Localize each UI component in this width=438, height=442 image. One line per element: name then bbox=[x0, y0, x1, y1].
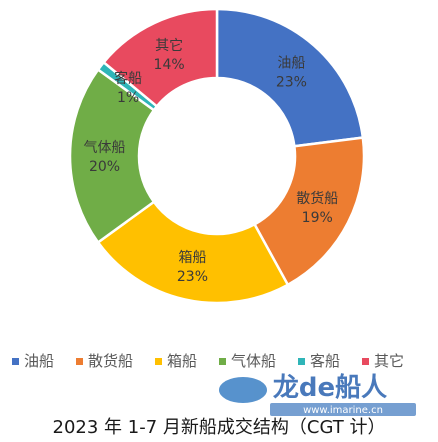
watermark-logo: 龙de船人 www.imarine.cn bbox=[219, 372, 416, 416]
watermark-url-band bbox=[270, 403, 416, 416]
legend-marker-0 bbox=[12, 358, 19, 365]
legend-marker-1 bbox=[76, 358, 83, 365]
slice-5 bbox=[101, 7, 219, 109]
watermark-boat-icon bbox=[219, 377, 267, 403]
slice-label-2: 箱船 bbox=[178, 250, 206, 266]
watermark-url: www.imarine.cn bbox=[303, 405, 383, 416]
slices-group bbox=[68, 7, 366, 305]
slice-label-1: 散货船 bbox=[296, 190, 338, 207]
slice-0 bbox=[215, 7, 365, 148]
slice-1 bbox=[252, 136, 366, 287]
legend-label-5: 其它 bbox=[374, 352, 404, 370]
slice-label-3: 气体船 bbox=[84, 140, 126, 156]
slice-value-1: 19% bbox=[302, 210, 333, 226]
slice-value-3: 20% bbox=[89, 159, 120, 175]
legend-label-4: 客船 bbox=[310, 352, 340, 370]
legend-label-1: 散货船 bbox=[88, 352, 133, 370]
legend-label-3: 气体船 bbox=[231, 352, 276, 370]
slice-2 bbox=[96, 200, 290, 305]
slice-label-4: 客船 bbox=[114, 70, 142, 87]
data-labels-group: 油船 23% 散货船 19% 箱船 23% 气体船 20% 客船 1% 其它 14% bbox=[84, 37, 339, 285]
legend-marker-4 bbox=[298, 358, 305, 365]
slice-value-0: 23% bbox=[276, 75, 307, 91]
legend-label-2: 箱船 bbox=[167, 352, 197, 370]
slice-value-2: 23% bbox=[177, 269, 208, 285]
legend-marker-5 bbox=[362, 358, 369, 365]
slice-value-5: 14% bbox=[154, 57, 185, 73]
slice-label-5: 其它 bbox=[155, 37, 183, 54]
legend-label-0: 油船 bbox=[24, 352, 54, 370]
legend-marker-2 bbox=[155, 358, 162, 365]
slice-label-0: 油船 bbox=[277, 56, 305, 72]
slice-value-4: 1% bbox=[117, 90, 139, 106]
legend: 油船 散货船 箱船 气体船 客船 其它 bbox=[12, 352, 404, 370]
slice-3 bbox=[68, 67, 156, 245]
chart-title: 2023 年 1-7 月新船成交结构（CGT 计） bbox=[53, 417, 386, 438]
legend-marker-3 bbox=[219, 358, 226, 365]
watermark-brand: 龙de船人 bbox=[273, 372, 387, 403]
